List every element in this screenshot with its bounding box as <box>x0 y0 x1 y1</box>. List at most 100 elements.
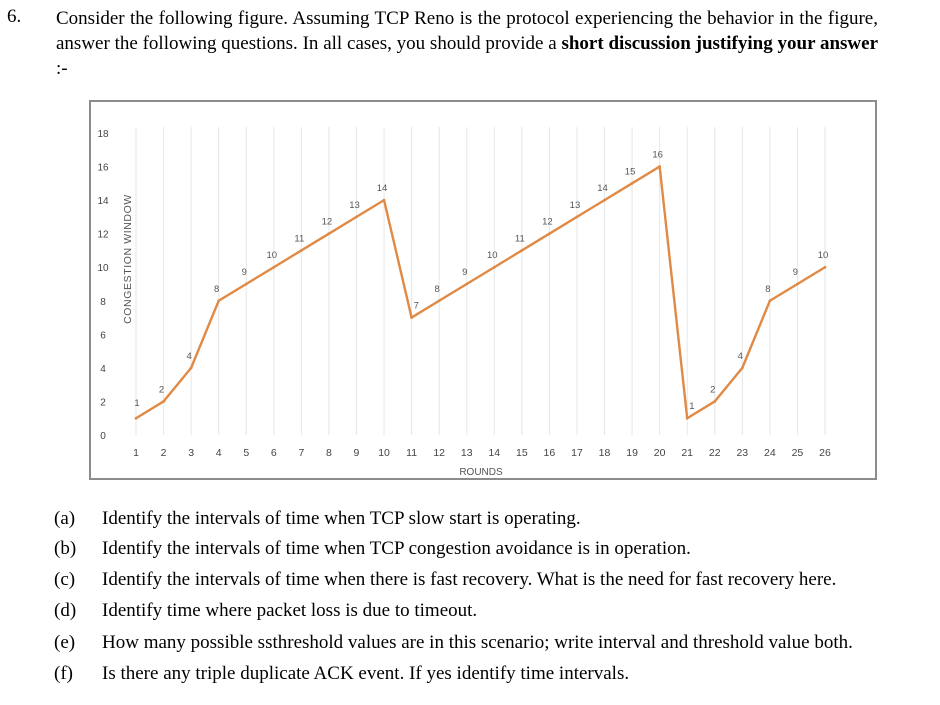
data-point <box>437 299 441 303</box>
data-point <box>630 181 634 185</box>
data-point <box>327 232 331 236</box>
data-point <box>685 416 689 420</box>
data-label: 10 <box>487 250 498 261</box>
data-label: 8 <box>214 284 219 295</box>
x-tick-label: 25 <box>792 447 804 459</box>
x-tick-label: 20 <box>654 447 666 459</box>
sub-question-text: How many possible ssthreshold values are… <box>102 632 853 653</box>
y-tick-label: 14 <box>97 196 109 207</box>
data-point <box>410 316 413 319</box>
sub-question-text: Identify time where packet loss is due t… <box>102 600 478 621</box>
data-label: 13 <box>349 200 360 211</box>
data-label: 4 <box>738 351 743 362</box>
data-label: 8 <box>435 284 440 295</box>
x-tick-label: 9 <box>354 447 360 459</box>
data-point <box>134 416 138 420</box>
y-tick-label: 6 <box>100 330 106 341</box>
data-label: 4 <box>186 351 191 362</box>
x-tick-label: 19 <box>626 447 638 459</box>
x-tick-label: 7 <box>298 447 304 459</box>
data-point <box>189 366 193 370</box>
x-tick-label: 26 <box>819 447 831 459</box>
sub-question-label: (c) <box>54 569 76 590</box>
data-point <box>272 265 276 269</box>
sub-question-label: (d) <box>54 600 77 621</box>
data-label: 2 <box>710 384 715 395</box>
x-tick-label: 23 <box>736 447 748 459</box>
data-label: 16 <box>652 150 663 161</box>
x-tick-label: 16 <box>544 447 556 459</box>
y-tick-label: 8 <box>100 297 106 308</box>
grid-lines <box>135 127 826 435</box>
sub-question-text: Identify the intervals of time when TCP … <box>102 508 581 529</box>
data-label: 9 <box>242 267 247 278</box>
y-tick-labels: 0 2 4 6 8 10 12 14 16 18 <box>97 129 109 442</box>
x-tick-label: 12 <box>433 447 445 459</box>
sub-question-label: (e) <box>54 632 76 653</box>
data-point <box>520 249 524 252</box>
data-point <box>575 215 579 219</box>
x-tick-label: 18 <box>599 447 611 459</box>
y-axis-label: CONGESTION WINDOW <box>122 194 134 324</box>
data-label: 10 <box>818 250 829 261</box>
x-tick-label: 14 <box>488 447 500 459</box>
data-point <box>299 249 303 252</box>
data-point <box>162 400 165 403</box>
x-tick-label: 11 <box>406 447 417 459</box>
data-label: 9 <box>793 267 798 278</box>
question-text-end: :- <box>56 58 68 79</box>
data-label: 12 <box>322 217 333 228</box>
y-tick-label: 2 <box>100 397 106 408</box>
data-point <box>217 299 221 303</box>
x-tick-label: 5 <box>243 447 249 459</box>
data-point <box>740 366 744 370</box>
sub-question-label: (a) <box>54 508 76 529</box>
data-point <box>603 198 606 202</box>
data-point <box>796 282 799 286</box>
y-tick-label: 0 <box>100 431 106 442</box>
sub-question-label: (f) <box>54 663 73 684</box>
data-label: 1 <box>134 398 139 409</box>
question-number: 6. <box>7 6 22 27</box>
data-point <box>355 215 358 219</box>
data-label: 12 <box>542 217 553 228</box>
congestion-window-chart: 0 2 4 6 8 10 12 14 16 18 1 2 3 4 5 6 7 8 9 10 11 12 13 14 15 16 1… <box>89 100 877 480</box>
x-tick-label: 21 <box>681 447 693 459</box>
data-label: 13 <box>570 200 581 211</box>
data-point <box>823 265 827 269</box>
x-tick-label: 10 <box>378 447 390 459</box>
x-tick-label: 8 <box>326 447 332 459</box>
x-tick-labels: 1 2 3 4 5 6 7 8 9 10 11 12 13 14 15 16 17 18 19 20 21 22 23 24 2… <box>133 447 831 459</box>
x-tick-label: 4 <box>216 447 222 459</box>
data-label: 9 <box>462 267 467 278</box>
question-text: Consider the following figure. Assuming … <box>56 6 878 81</box>
data-label: 14 <box>377 183 388 194</box>
data-label: 11 <box>294 233 304 244</box>
data-point <box>548 232 551 236</box>
data-label: 14 <box>597 183 608 194</box>
data-point <box>382 198 386 202</box>
y-tick-label: 12 <box>97 230 109 241</box>
data-label: 7 <box>414 301 419 312</box>
y-tick-label: 4 <box>100 364 106 375</box>
x-tick-label: 6 <box>271 447 277 459</box>
sub-question-label: (b) <box>54 538 77 559</box>
y-tick-label: 16 <box>97 163 109 174</box>
data-point <box>492 265 496 269</box>
x-tick-label: 15 <box>516 447 528 459</box>
data-label: 1 <box>689 401 694 412</box>
data-point <box>658 165 662 168</box>
series-polyline <box>135 165 826 420</box>
question-text-emphasis: short discussion justifying your answer <box>561 33 879 54</box>
x-tick-label: 22 <box>709 447 721 459</box>
data-point <box>244 282 248 286</box>
question-text-intro: Consider the following figure. Assuming … <box>56 8 878 54</box>
y-tick-label: 10 <box>97 263 109 274</box>
series-line <box>134 165 827 420</box>
data-point <box>713 400 717 403</box>
x-tick-label: 1 <box>133 447 139 459</box>
x-axis-label: ROUNDS <box>459 467 503 478</box>
data-point <box>465 282 469 286</box>
